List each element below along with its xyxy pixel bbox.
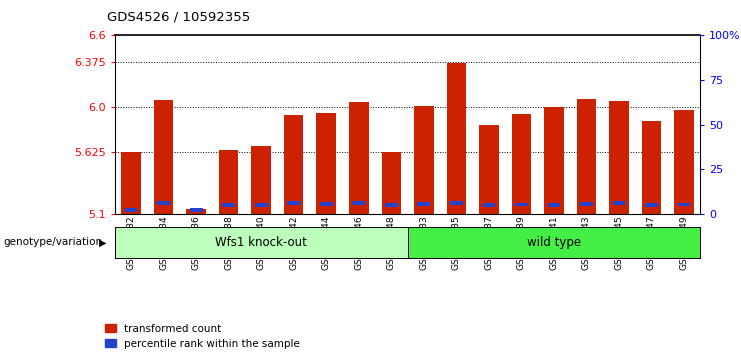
- Bar: [642, 121, 661, 214]
- Bar: [284, 115, 304, 214]
- Bar: [677, 203, 691, 206]
- Bar: [124, 208, 138, 212]
- Bar: [382, 152, 401, 214]
- Bar: [609, 101, 628, 214]
- Text: ▶: ▶: [99, 238, 106, 247]
- Bar: [479, 125, 499, 214]
- Bar: [187, 210, 206, 214]
- Bar: [515, 203, 528, 206]
- Bar: [447, 63, 466, 214]
- Bar: [576, 98, 597, 214]
- Bar: [320, 202, 333, 206]
- Bar: [316, 113, 336, 214]
- Bar: [417, 202, 431, 206]
- Bar: [255, 204, 268, 207]
- Text: wild type: wild type: [527, 236, 581, 249]
- Bar: [580, 202, 593, 206]
- Bar: [251, 146, 271, 214]
- Bar: [544, 107, 564, 214]
- Bar: [645, 204, 658, 207]
- Bar: [219, 150, 239, 214]
- Legend: transformed count, percentile rank within the sample: transformed count, percentile rank withi…: [105, 324, 300, 349]
- Bar: [548, 204, 560, 207]
- Text: genotype/variation: genotype/variation: [4, 238, 103, 247]
- Bar: [154, 100, 173, 214]
- Bar: [613, 201, 625, 205]
- Bar: [674, 110, 694, 214]
- Bar: [353, 201, 365, 205]
- Bar: [157, 201, 170, 205]
- Bar: [482, 204, 495, 207]
- Bar: [122, 152, 141, 214]
- Text: Wfs1 knock-out: Wfs1 knock-out: [216, 236, 307, 249]
- Bar: [511, 114, 531, 214]
- Bar: [450, 201, 462, 205]
- Bar: [190, 208, 202, 212]
- Text: GDS4526 / 10592355: GDS4526 / 10592355: [107, 11, 250, 24]
- Bar: [385, 204, 398, 207]
- Bar: [222, 204, 235, 207]
- Bar: [288, 201, 300, 205]
- Bar: [414, 106, 433, 214]
- Bar: [349, 102, 368, 214]
